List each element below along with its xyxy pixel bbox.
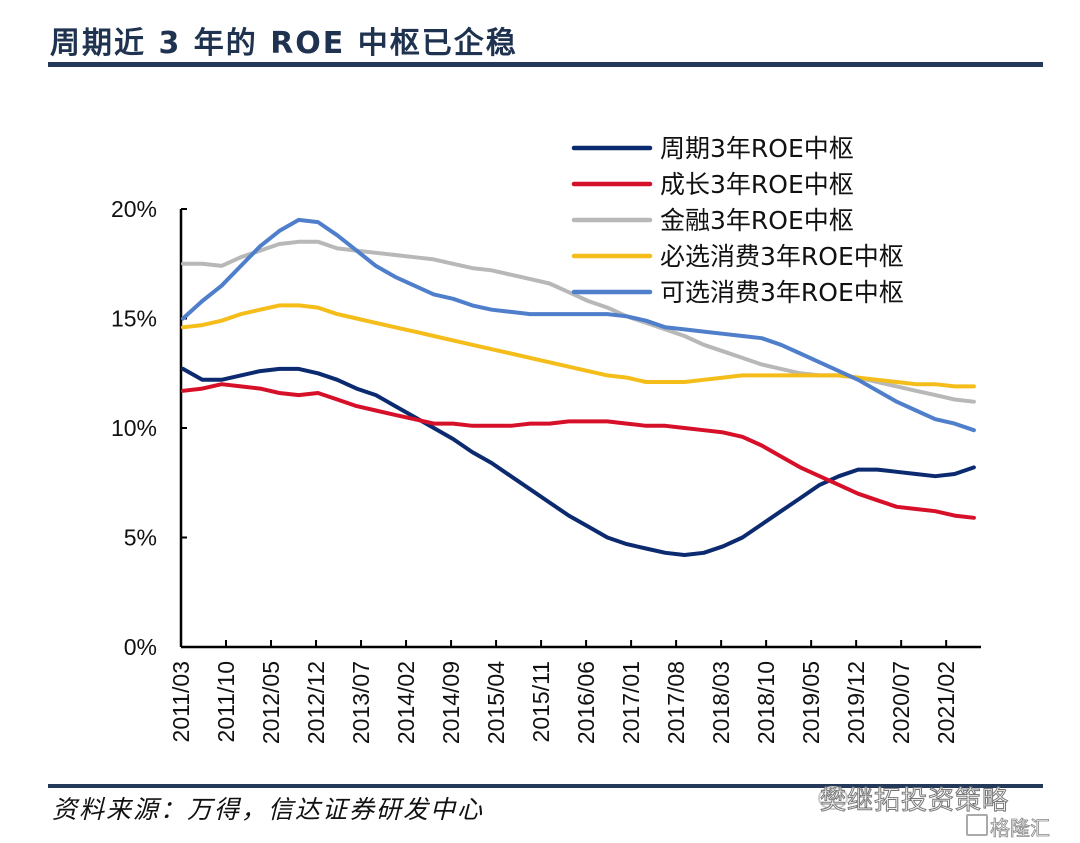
- legend-label-4: 可选消费3年ROE中枢: [660, 278, 904, 307]
- x-tick-label: 2019/12: [843, 661, 869, 744]
- wechat-icon: [818, 786, 848, 810]
- y-tick-label: 20%: [111, 196, 157, 222]
- footer-divider: [48, 784, 1043, 788]
- watermark-site: 格隆汇: [990, 816, 1051, 841]
- series-line-0: [181, 366, 976, 557]
- x-tick-label: 2014/09: [438, 661, 464, 744]
- x-tick-label: 2015/11: [528, 661, 554, 742]
- series-line-1: [181, 382, 976, 520]
- watermark-account: 樊继拓投资策略: [819, 786, 1010, 817]
- x-tick-label: 2017/08: [663, 661, 689, 744]
- legend-label-0: 周期3年ROE中枢: [660, 134, 854, 163]
- x-tick-label: 2018/03: [708, 661, 734, 744]
- x-tick-label: 2013/07: [348, 661, 374, 744]
- y-tick-label: 15%: [111, 306, 157, 332]
- x-tick-label: 2014/02: [393, 661, 419, 744]
- x-tick-label: 2011/03: [168, 661, 194, 742]
- x-tick-label: 2012/12: [303, 661, 329, 744]
- gelonghui-logo-icon: [966, 814, 988, 836]
- x-tick-label: 2011/10: [213, 661, 239, 742]
- x-tick-label: 2015/04: [483, 661, 509, 744]
- x-tick-label: 2016/06: [573, 661, 599, 744]
- legend-label-2: 金融3年ROE中枢: [660, 206, 854, 235]
- x-tick-label: 2018/10: [753, 661, 779, 744]
- source-note: 资料来源：万得，信达证券研发中心: [52, 795, 485, 824]
- x-tick-label: 2019/05: [798, 661, 824, 744]
- x-tick-label: 2020/07: [888, 661, 914, 744]
- legend: 周期3年ROE中枢成长3年ROE中枢金融3年ROE中枢必选消费3年ROE中枢可选…: [571, 134, 904, 307]
- series-line-3: [181, 303, 976, 389]
- x-tick-label: 2021/02: [933, 661, 959, 744]
- y-tick-label: 0%: [124, 634, 157, 660]
- x-axis-ticks: 2011/03 2011/10 2012/05 2012/12 2013/07 2014/…: [168, 640, 959, 744]
- x-tick-label: 2012/05: [258, 661, 284, 744]
- y-tick-label: 10%: [111, 415, 157, 441]
- x-tick-label: 2017/01: [618, 661, 644, 744]
- series-lines: [181, 217, 976, 557]
- series-line-4: [181, 217, 976, 433]
- page-title: 周期近 3 年的 ROE 中枢已企稳: [50, 26, 518, 61]
- legend-label-3: 必选消费3年ROE中枢: [660, 242, 904, 271]
- y-axis-ticks: 0% 5% 10% 15% 20%: [111, 196, 187, 660]
- legend-label-1: 成长3年ROE中枢: [660, 170, 854, 199]
- title-divider: [48, 62, 1043, 67]
- axes: [179, 209, 981, 649]
- y-tick-label: 5%: [124, 525, 157, 551]
